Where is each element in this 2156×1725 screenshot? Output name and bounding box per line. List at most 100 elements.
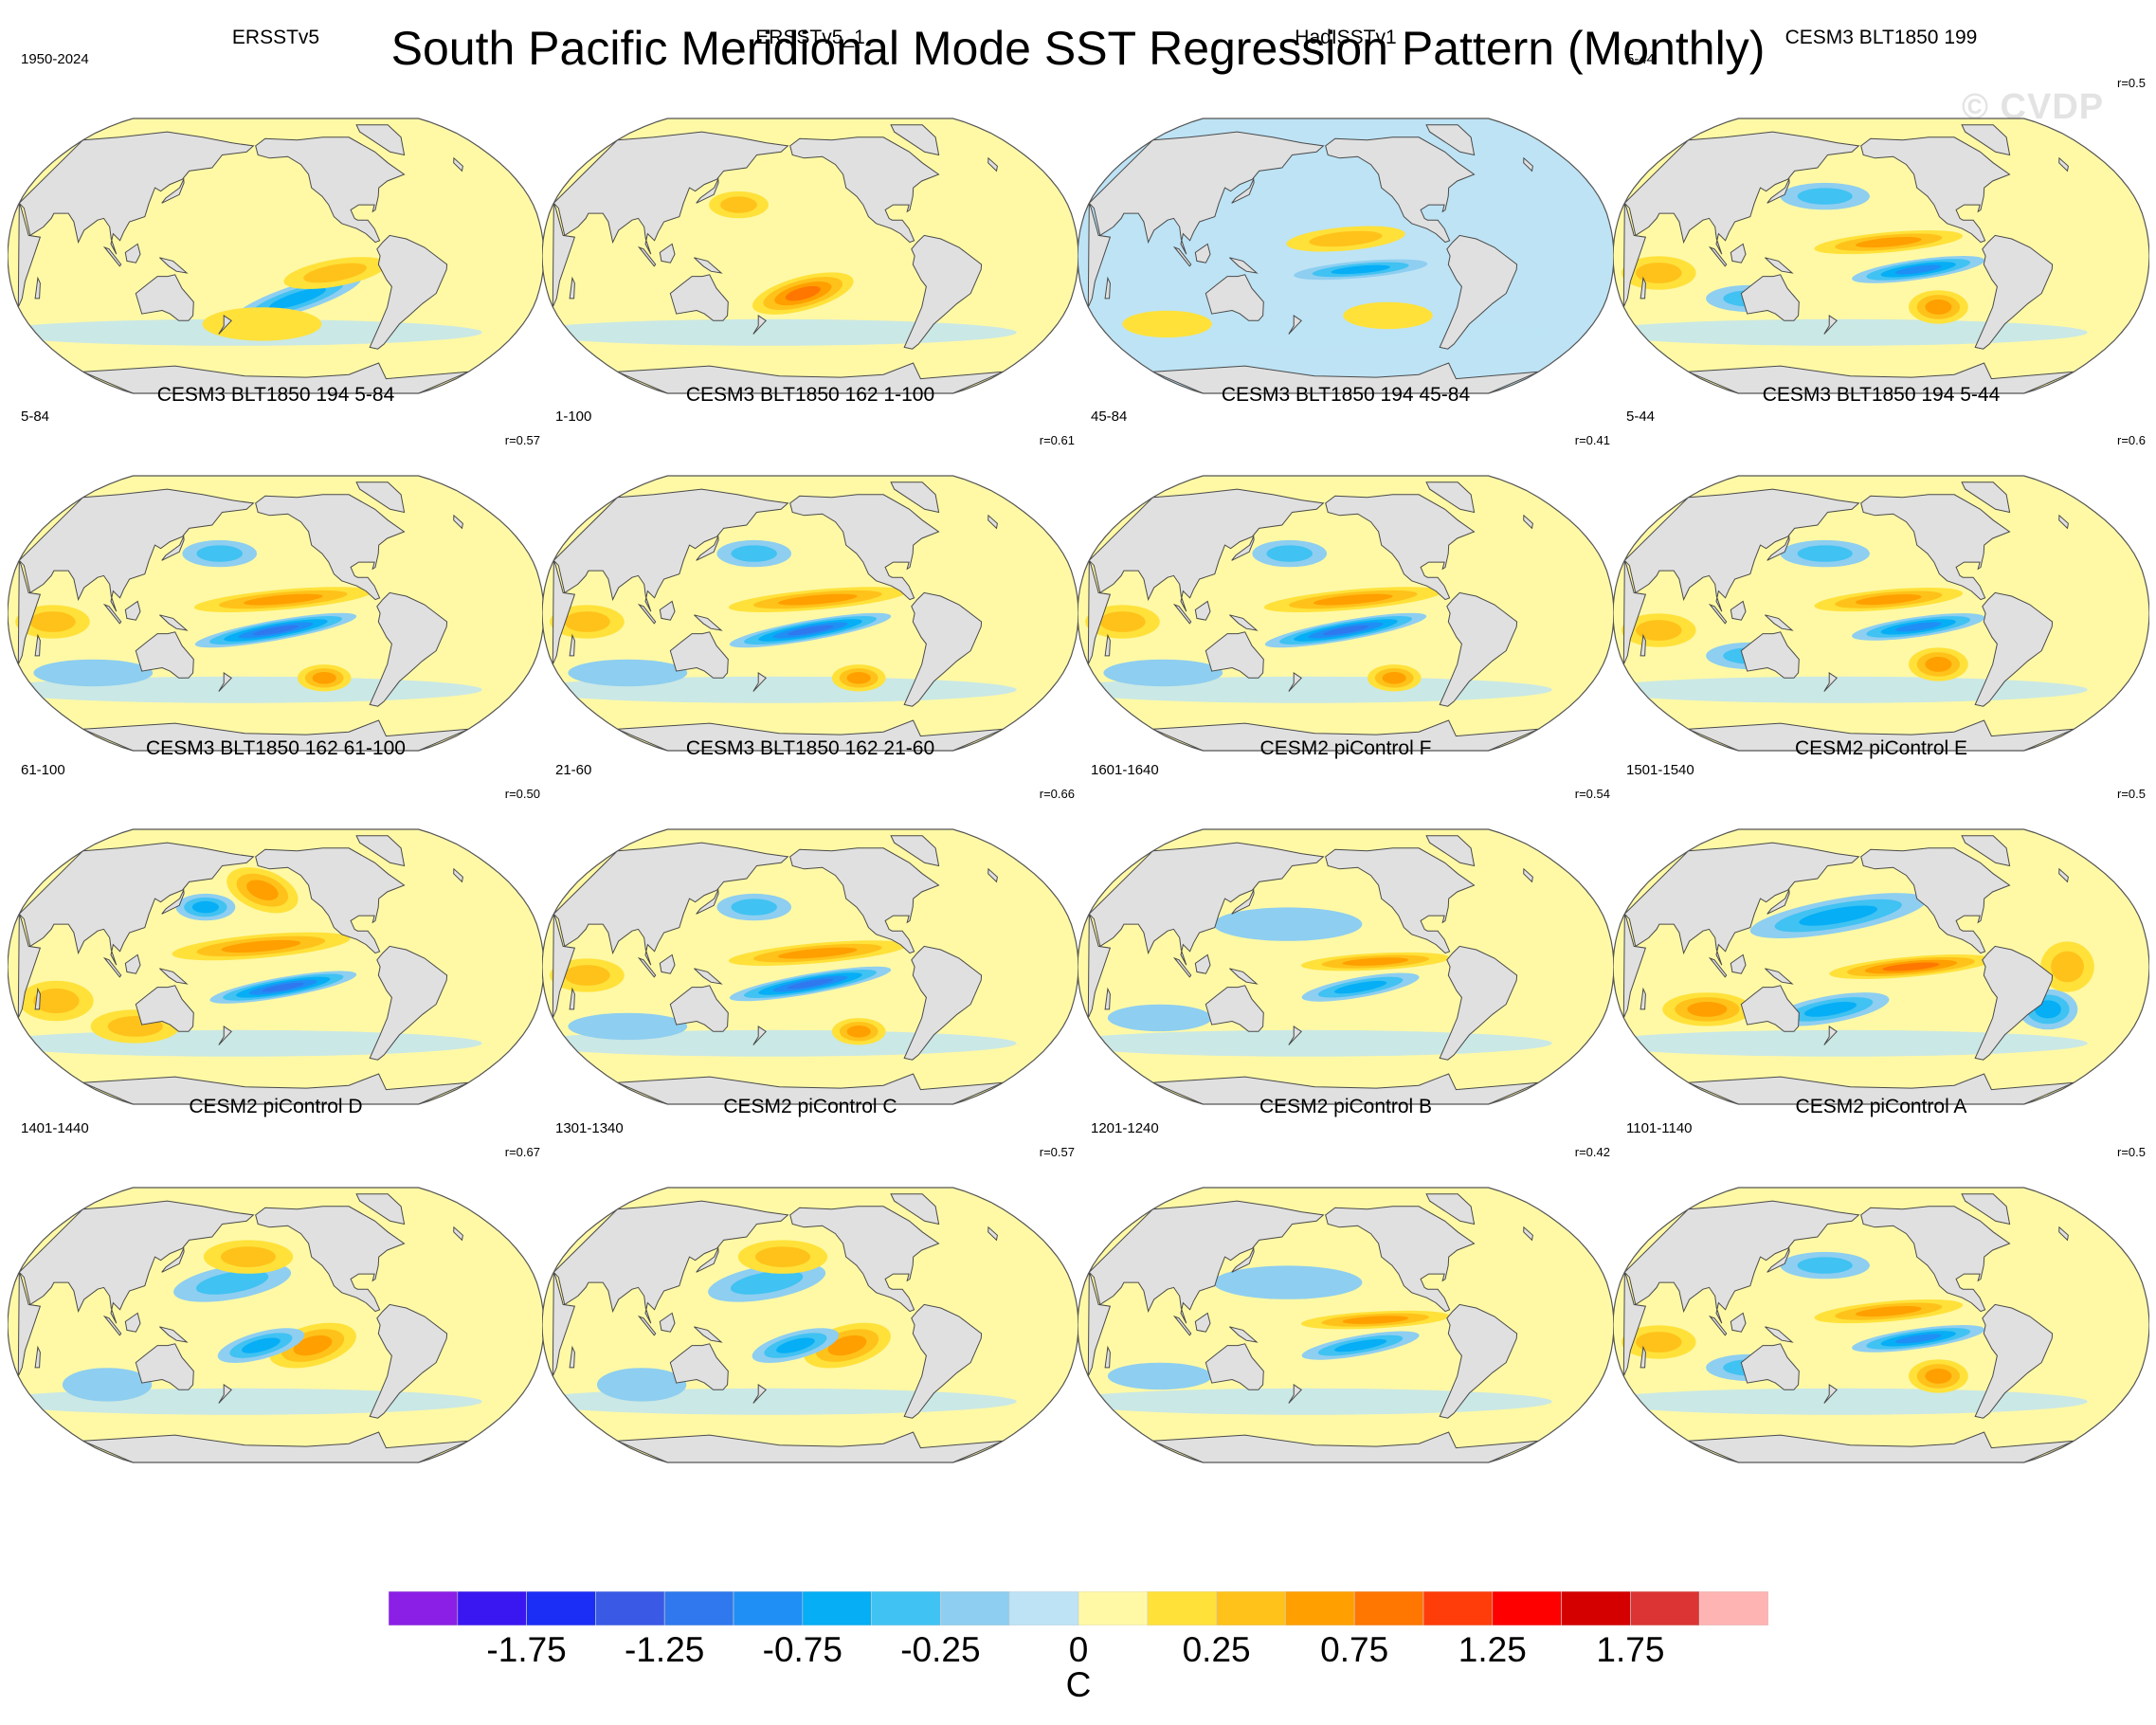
asia-europe-land bbox=[553, 842, 789, 966]
colorbar-swatch bbox=[1698, 1591, 1768, 1625]
madagascar-land bbox=[1640, 633, 1646, 657]
australia-land bbox=[135, 1343, 194, 1390]
new-zealand-land bbox=[1823, 314, 1838, 335]
map-boundary bbox=[1613, 475, 2149, 752]
sst-anomaly-contour bbox=[1636, 263, 1682, 283]
antarctica-land bbox=[1688, 1073, 2074, 1104]
sst-anomaly-contour bbox=[1342, 957, 1409, 966]
madagascar-land bbox=[34, 1345, 41, 1369]
south-america-land bbox=[369, 591, 448, 707]
map-panel: CESM3 BLT1850 199 5-44 r=0.5 bbox=[1613, 27, 2149, 398]
borneo-land bbox=[124, 953, 141, 974]
south-america-land bbox=[1439, 234, 1518, 350]
panel-year-range: 1301-1340 bbox=[555, 1120, 624, 1136]
madagascar-land bbox=[1104, 633, 1111, 657]
panel-year-range: 1401-1440 bbox=[21, 1120, 89, 1136]
borneo-land bbox=[1194, 600, 1211, 621]
africa-land bbox=[17, 560, 42, 665]
map-panel: CESM3 BLT1850 162 21-60 21-60 r=0.66 bbox=[542, 737, 1078, 1109]
uk-land bbox=[987, 514, 998, 530]
madagascar-land bbox=[34, 987, 41, 1010]
madagascar-land bbox=[1640, 987, 1646, 1010]
colorbar-swatch bbox=[457, 1591, 527, 1625]
south-america-land bbox=[903, 234, 983, 350]
panel-title: HadISSTv1 bbox=[1295, 27, 1397, 48]
new-guinea-land bbox=[694, 1326, 723, 1343]
south-america-land bbox=[903, 591, 983, 707]
north-america-land bbox=[789, 1206, 940, 1313]
panel-title: CESM2 piControl D bbox=[189, 1096, 363, 1117]
asia-europe-land bbox=[1088, 131, 1325, 255]
australia-land bbox=[669, 1343, 729, 1390]
sst-regression-map bbox=[542, 118, 1078, 394]
panel-pattern-correlation: r=0.50 bbox=[504, 787, 540, 801]
greenland-land bbox=[890, 1193, 940, 1226]
africa-land bbox=[552, 1272, 576, 1377]
sst-anomaly-contour bbox=[1334, 1338, 1387, 1353]
sumatra-land bbox=[637, 245, 657, 267]
sst-anomaly-contour bbox=[1803, 1002, 1857, 1017]
madagascar-land bbox=[1640, 276, 1646, 300]
sst-anomaly-contour bbox=[1797, 1257, 1853, 1274]
north-america-land bbox=[789, 847, 940, 954]
panel-year-range: 1601-1640 bbox=[1091, 762, 1159, 778]
africa-land bbox=[1087, 1272, 1112, 1377]
australia-land bbox=[669, 631, 729, 679]
japan-land bbox=[1231, 535, 1255, 561]
sst-anomaly-contour bbox=[1103, 659, 1223, 687]
sst-regression-map bbox=[1078, 475, 1614, 752]
sumatra-land bbox=[1172, 956, 1192, 978]
north-america-land bbox=[255, 494, 406, 601]
new-guinea-land bbox=[1765, 614, 1794, 631]
map-boundary bbox=[8, 118, 544, 394]
panel-pattern-correlation: r=0.57 bbox=[504, 433, 540, 447]
greenland-land bbox=[890, 481, 940, 514]
new-guinea-land bbox=[1229, 614, 1259, 631]
panel-title: CESM3 BLT1850 194 5-44 bbox=[1762, 384, 2001, 406]
panel-title: ERSSTv5_1 bbox=[755, 27, 865, 48]
sst-anomaly-contour bbox=[1309, 230, 1383, 247]
colorbar-tick-label: -1.75 bbox=[486, 1630, 567, 1669]
panel-year-range: 5-84 bbox=[21, 409, 50, 425]
new-zealand-land bbox=[218, 1383, 232, 1404]
new-guinea-land bbox=[159, 1326, 189, 1343]
uk-land bbox=[2058, 156, 2069, 172]
japan-land bbox=[696, 888, 719, 915]
sst-anomaly-contour bbox=[244, 593, 323, 606]
colorbar-tick-label: 0.25 bbox=[1182, 1630, 1251, 1669]
colorbar-unit-label: C bbox=[1065, 1665, 1092, 1704]
contour-band bbox=[1078, 1388, 1552, 1415]
sst-anomaly-contour bbox=[730, 1270, 804, 1295]
sst-regression-map bbox=[8, 1187, 544, 1463]
south-america-land bbox=[369, 945, 448, 1061]
map-panel: ERSSTv5_1 bbox=[542, 27, 1078, 398]
sst-anomaly-contour bbox=[1331, 264, 1390, 275]
panel-year-range: 5-44 bbox=[1626, 409, 1656, 425]
sst-anomaly-contour bbox=[720, 196, 757, 213]
sst-anomaly-contour bbox=[1894, 1334, 1942, 1344]
sst-anomaly-contour bbox=[2051, 951, 2084, 983]
sumatra-land bbox=[637, 956, 657, 978]
sst-anomaly-contour bbox=[29, 611, 76, 632]
panel-year-range: 45-84 bbox=[1091, 409, 1128, 425]
new-guinea-land bbox=[1765, 1326, 1794, 1343]
sst-anomaly-contour bbox=[242, 1337, 281, 1353]
africa-land bbox=[552, 203, 576, 308]
sst-anomaly-contour bbox=[568, 1012, 688, 1041]
uk-land bbox=[2058, 867, 2069, 883]
sst-anomaly-contour bbox=[1343, 301, 1433, 330]
new-zealand-land bbox=[752, 1383, 767, 1404]
panel-pattern-correlation: r=0.5 bbox=[2117, 1145, 2146, 1159]
sst-regression-map bbox=[8, 828, 544, 1105]
borneo-land bbox=[124, 243, 141, 263]
sumatra-land bbox=[1708, 956, 1728, 978]
panel-year-range: 21-60 bbox=[555, 762, 592, 778]
new-zealand-land bbox=[1288, 314, 1302, 335]
new-guinea-land bbox=[1229, 968, 1259, 985]
sst-anomaly-contour bbox=[1799, 905, 1877, 926]
sst-anomaly-contour bbox=[1107, 1004, 1212, 1032]
asia-europe-land bbox=[1088, 488, 1325, 612]
borneo-land bbox=[1730, 600, 1747, 621]
sst-regression-map bbox=[542, 475, 1078, 752]
sst-anomaly-contour bbox=[776, 1337, 815, 1353]
